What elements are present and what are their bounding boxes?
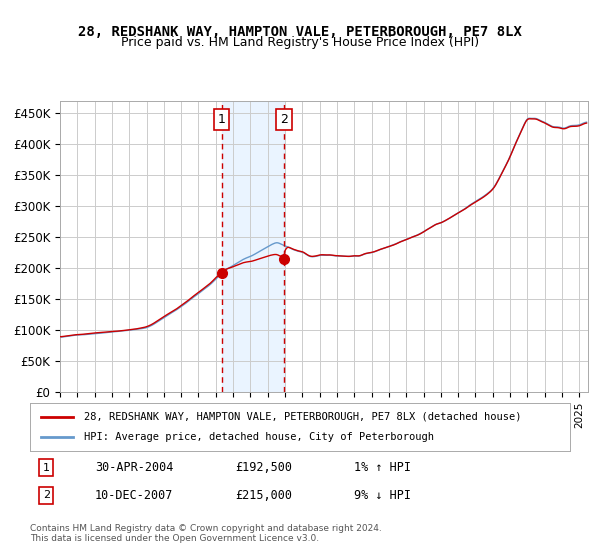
Text: 2: 2	[43, 491, 50, 501]
Text: HPI: Average price, detached house, City of Peterborough: HPI: Average price, detached house, City…	[84, 432, 434, 442]
Text: 1: 1	[43, 463, 50, 473]
Text: 1% ↑ HPI: 1% ↑ HPI	[354, 461, 411, 474]
Text: £192,500: £192,500	[235, 461, 292, 474]
Text: 28, REDSHANK WAY, HAMPTON VALE, PETERBOROUGH, PE7 8LX (detached house): 28, REDSHANK WAY, HAMPTON VALE, PETERBOR…	[84, 412, 521, 422]
Text: 2: 2	[280, 113, 288, 126]
Text: 28, REDSHANK WAY, HAMPTON VALE, PETERBOROUGH, PE7 8LX: 28, REDSHANK WAY, HAMPTON VALE, PETERBOR…	[78, 25, 522, 39]
Text: 10-DEC-2007: 10-DEC-2007	[95, 489, 173, 502]
Text: £215,000: £215,000	[235, 489, 292, 502]
Text: Price paid vs. HM Land Registry's House Price Index (HPI): Price paid vs. HM Land Registry's House …	[121, 36, 479, 49]
Text: 30-APR-2004: 30-APR-2004	[95, 461, 173, 474]
Text: 1: 1	[218, 113, 226, 126]
Text: Contains HM Land Registry data © Crown copyright and database right 2024.
This d: Contains HM Land Registry data © Crown c…	[30, 524, 382, 543]
Text: 9% ↓ HPI: 9% ↓ HPI	[354, 489, 411, 502]
Bar	[221, 101, 284, 392]
